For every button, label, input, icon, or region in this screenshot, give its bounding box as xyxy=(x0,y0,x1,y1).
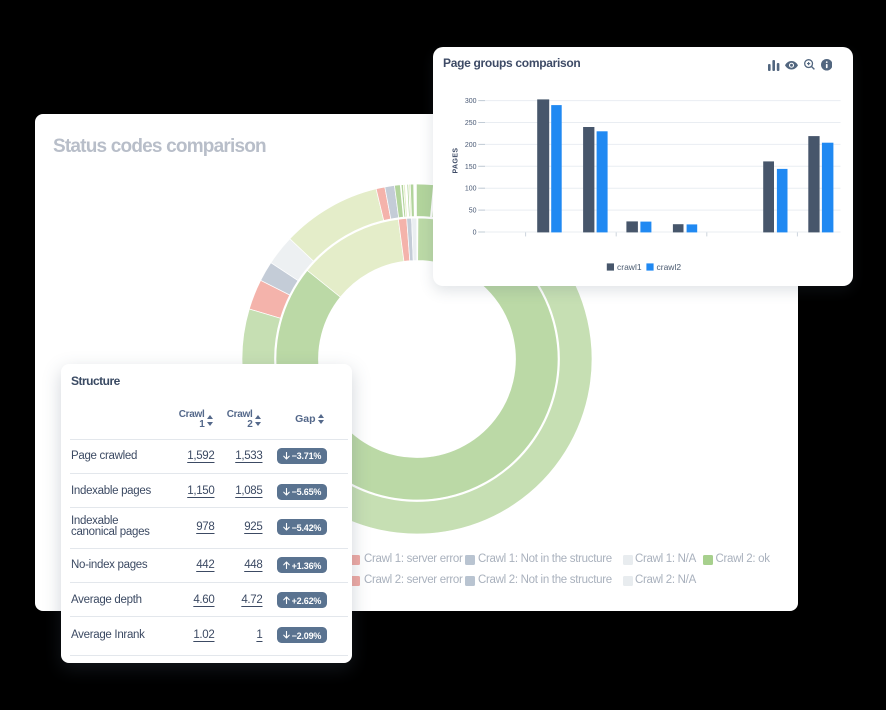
svg-text:50: 50 xyxy=(469,208,477,215)
svg-text:300: 300 xyxy=(465,98,477,105)
svg-text:0: 0 xyxy=(473,230,477,237)
svg-text:crawl1: crawl1 xyxy=(617,262,642,272)
svg-text:crawl2: crawl2 xyxy=(657,262,682,272)
svg-text:150: 150 xyxy=(465,164,477,171)
svg-text:200: 200 xyxy=(465,142,477,149)
svg-text:PAGES: PAGES xyxy=(453,148,460,174)
svg-text:250: 250 xyxy=(465,120,477,127)
svg-text:100: 100 xyxy=(465,186,477,193)
